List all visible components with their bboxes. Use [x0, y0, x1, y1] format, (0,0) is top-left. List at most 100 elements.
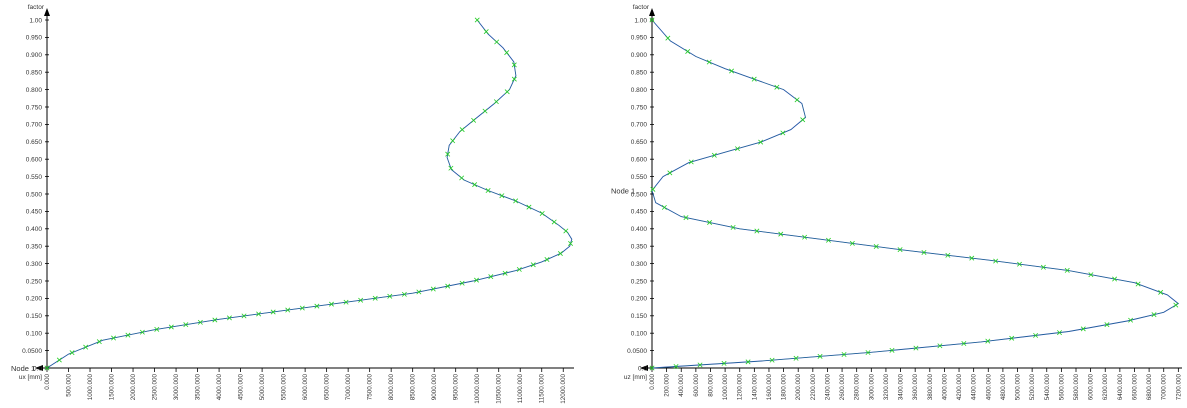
y-tick-label: 0.150 [26, 313, 43, 320]
y-tick-label: 0.250 [631, 278, 648, 285]
y-axis-label: factor [28, 4, 45, 11]
x-tick-label: 11000.000 [517, 374, 524, 404]
y-tick-label: 0.850 [26, 70, 43, 77]
x-tick-label: 2000.000 [130, 374, 137, 401]
y-tick-label: 0.450 [26, 209, 43, 216]
x-tick-label: 6000.000 [302, 374, 309, 401]
x-tick-label: 1500.000 [109, 374, 116, 401]
x-tick-label: 11500.000 [539, 374, 546, 404]
y-tick-label: 0.700 [26, 122, 43, 129]
x-tick-label: 3600.000 [912, 374, 919, 401]
x-tick-label: 2000.000 [795, 374, 802, 401]
x-tick-label: 3000.000 [868, 374, 875, 401]
x-tick-label: 1600.000 [766, 374, 773, 401]
x-tick-label: 3500.000 [195, 374, 202, 401]
y-tick-label: 0.450 [631, 209, 648, 216]
y-tick-label: 1.00 [634, 17, 647, 24]
x-tick-label: 800.000 [707, 374, 714, 397]
x-tick-label: 10000.000 [474, 374, 481, 404]
x-tick-label: 4000.000 [941, 374, 948, 401]
x-tick-label: 3800.000 [927, 374, 934, 401]
chart-panel-2: factor uz [mm] 0.0 0.0500 0.100 0.150 0.200 0.2… [611, 4, 1182, 400]
y-tick-label: 0.0500 [22, 348, 42, 355]
x-tick-label: 1200.000 [737, 374, 744, 401]
x-tick-label: 6600.000 [1131, 374, 1138, 401]
x-tick-label: 4400.000 [971, 374, 978, 401]
x-tick-label: 7500.000 [367, 374, 374, 401]
x-tick-label: 6500.000 [324, 374, 331, 401]
y-tick-label: 0.150 [631, 313, 648, 320]
x-tick-label: 3000.000 [173, 374, 180, 401]
x-axis-label: ux [mm] [19, 374, 42, 381]
x-tick-label: 8500.000 [410, 374, 417, 401]
x-axis-arrow-icon [640, 365, 648, 371]
x-tick-label: 5500.000 [281, 374, 288, 401]
node-label: Node 1 [611, 187, 635, 196]
y-tick-label: 0.350 [26, 244, 43, 251]
y-tick-label: 0.300 [26, 261, 43, 268]
x-tick-label: 4800.000 [1000, 374, 1007, 401]
x-tick-label: 2400.000 [824, 374, 831, 401]
y-tick-label: 0.400 [26, 226, 43, 233]
y-tick-label: 0.600 [26, 157, 43, 164]
x-tick-label: 12000.000 [560, 374, 567, 404]
x-tick-label: 4600.000 [985, 374, 992, 401]
y-tick-label: 0.750 [631, 104, 648, 111]
x-tick-label: 2200.000 [810, 374, 817, 401]
y-tick-label: 0.500 [26, 191, 43, 198]
series-line [46, 19, 573, 369]
y-tick-label: 0.0500 [627, 348, 647, 355]
y-axis-label: factor [633, 4, 650, 11]
x-tick-label: 5000.000 [259, 374, 266, 401]
series-line [651, 19, 1180, 369]
x-tick-label: 7000.000 [1161, 374, 1168, 401]
node-label: Node 1 [11, 364, 35, 373]
y-tick-label: 0.250 [26, 278, 43, 285]
x-tick-label: 6400.000 [1117, 374, 1124, 401]
x-tick-label: 0.000 [649, 374, 656, 390]
y-tick-label: 0.700 [631, 122, 648, 129]
y-tick-label: 0.500 [631, 191, 648, 198]
y-tick-label: 0.0 [638, 365, 647, 372]
x-tick-label: 2800.000 [854, 374, 861, 401]
y-tick-label: 0.200 [26, 296, 43, 303]
x-tick-label: 3200.000 [883, 374, 890, 401]
x-tick-label: 1000.000 [87, 374, 94, 401]
x-tick-label: 4200.000 [956, 374, 963, 401]
y-tick-label: 0.300 [631, 261, 648, 268]
y-tick-label: 0.950 [631, 35, 648, 42]
x-tick-label: 1000.000 [722, 374, 729, 401]
x-tick-label: 5400.000 [1044, 374, 1051, 401]
x-tick-label: 1400.000 [751, 374, 758, 401]
x-tick-label: 5200.000 [1029, 374, 1036, 401]
y-tick-label: 0.350 [631, 244, 648, 251]
y-tick-label: 0.900 [26, 52, 43, 59]
y-tick-label: 0.800 [26, 87, 43, 94]
y-tick-label: 0.200 [631, 296, 648, 303]
y-tick-label: 0.100 [631, 331, 648, 338]
x-tick-label: 4000.000 [216, 374, 223, 401]
y-tick-label: 0.900 [631, 52, 648, 59]
x-tick-label: 7000.000 [345, 374, 352, 401]
y-tick-label: 0.0 [33, 365, 42, 372]
x-tick-label: 6200.000 [1102, 374, 1109, 401]
x-tick-label: 5600.000 [1058, 374, 1065, 401]
x-tick-label: 9500.000 [453, 374, 460, 401]
x-tick-label: 2600.000 [839, 374, 846, 401]
y-tick-label: 1.00 [29, 17, 42, 24]
y-tick-label: 0.650 [631, 139, 648, 146]
x-tick-label: 400.000 [678, 374, 685, 397]
y-tick-label: 0.400 [631, 226, 648, 233]
y-tick-label: 0.550 [26, 174, 43, 181]
x-tick-label: 4500.000 [238, 374, 245, 401]
y-tick-label: 0.950 [26, 35, 43, 42]
x-tick-label: 7200.000 [1175, 374, 1182, 401]
x-axis-label: uz [mm] [624, 374, 647, 381]
x-tick-label: 0.000 [44, 374, 51, 390]
x-tick-label: 3400.000 [898, 374, 905, 401]
x-tick-label: 200.000 [664, 374, 671, 397]
series-line-overlay [651, 19, 1179, 369]
x-tick-label: 2500.000 [152, 374, 159, 401]
x-tick-label: 8000.000 [388, 374, 395, 401]
